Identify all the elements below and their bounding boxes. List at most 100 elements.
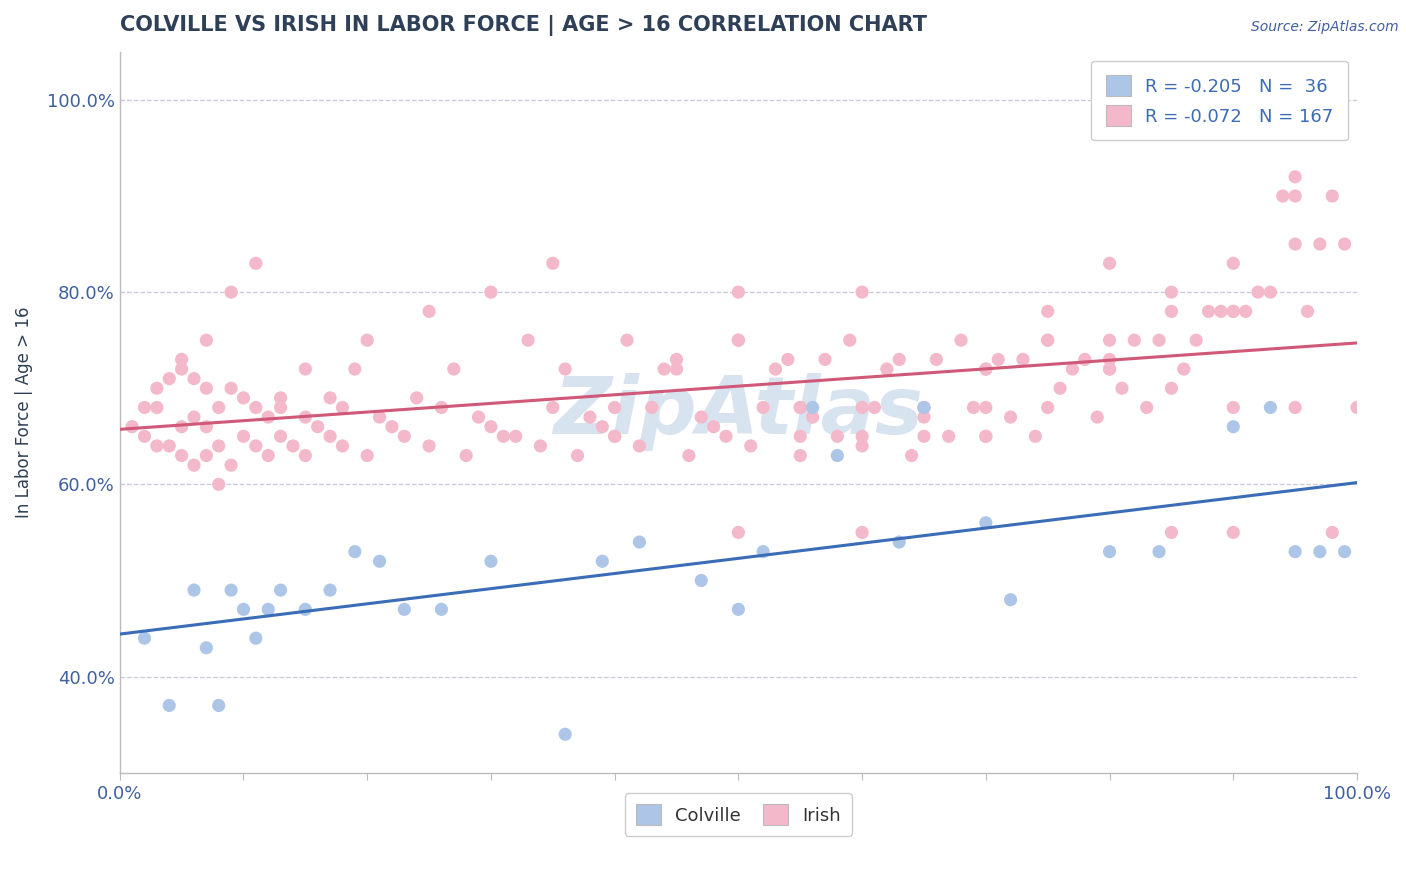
Point	[134, 429, 156, 443]
Point	[208, 401, 231, 415]
Point	[1284, 189, 1306, 203]
Point	[703, 419, 725, 434]
Point	[974, 516, 997, 530]
Point	[838, 333, 860, 347]
Point	[789, 401, 811, 415]
Point	[591, 554, 613, 568]
Point	[245, 256, 267, 270]
Point	[851, 285, 873, 300]
Point	[257, 449, 280, 463]
Point	[889, 352, 911, 367]
Text: ZipAtlas: ZipAtlas	[554, 373, 924, 451]
Point	[727, 333, 749, 347]
Point	[183, 371, 205, 385]
Point	[801, 410, 824, 425]
Point	[789, 449, 811, 463]
Point	[628, 439, 651, 453]
Point	[789, 429, 811, 443]
Point	[456, 449, 478, 463]
Point	[1098, 544, 1121, 558]
Point	[912, 401, 935, 415]
Point	[219, 381, 242, 395]
Point	[1260, 401, 1282, 415]
Point	[319, 429, 342, 443]
Point	[146, 401, 169, 415]
Point	[195, 449, 218, 463]
Point	[1284, 169, 1306, 184]
Point	[1147, 544, 1170, 558]
Point	[1260, 285, 1282, 300]
Point	[517, 333, 540, 347]
Point	[1333, 544, 1355, 558]
Point	[183, 458, 205, 472]
Point	[319, 391, 342, 405]
Point	[603, 429, 626, 443]
Point	[479, 419, 502, 434]
Point	[1198, 304, 1220, 318]
Point	[974, 429, 997, 443]
Point	[950, 333, 973, 347]
Point	[603, 401, 626, 415]
Point	[170, 449, 193, 463]
Point	[343, 362, 366, 376]
Point	[418, 439, 440, 453]
Point	[876, 362, 898, 376]
Point	[134, 631, 156, 645]
Point	[257, 410, 280, 425]
Point	[157, 698, 180, 713]
Point	[1085, 410, 1108, 425]
Point	[232, 602, 254, 616]
Point	[1012, 352, 1035, 367]
Point	[270, 429, 292, 443]
Point	[170, 352, 193, 367]
Point	[665, 352, 688, 367]
Point	[665, 362, 688, 376]
Point	[1284, 544, 1306, 558]
Point	[208, 477, 231, 491]
Point	[554, 362, 576, 376]
Point	[467, 410, 489, 425]
Point	[851, 401, 873, 415]
Point	[541, 401, 564, 415]
Point	[270, 583, 292, 598]
Point	[134, 401, 156, 415]
Point	[1160, 285, 1182, 300]
Point	[121, 419, 143, 434]
Point	[541, 256, 564, 270]
Point	[1309, 544, 1331, 558]
Point	[368, 554, 391, 568]
Point	[827, 429, 849, 443]
Point	[232, 429, 254, 443]
Point	[232, 391, 254, 405]
Point	[1322, 189, 1344, 203]
Point	[1185, 333, 1208, 347]
Point	[245, 401, 267, 415]
Point	[146, 381, 169, 395]
Legend: Colville, Irish: Colville, Irish	[624, 793, 852, 836]
Point	[257, 602, 280, 616]
Point	[579, 410, 602, 425]
Point	[727, 333, 749, 347]
Point	[827, 449, 849, 463]
Point	[974, 362, 997, 376]
Point	[157, 371, 180, 385]
Point	[591, 419, 613, 434]
Point	[765, 362, 787, 376]
Point	[889, 535, 911, 549]
Point	[652, 362, 675, 376]
Point	[1322, 525, 1344, 540]
Point	[505, 429, 527, 443]
Point	[157, 439, 180, 453]
Point	[332, 401, 354, 415]
Point	[814, 352, 837, 367]
Point	[1209, 304, 1232, 318]
Point	[628, 535, 651, 549]
Point	[1173, 362, 1195, 376]
Point	[430, 602, 453, 616]
Point	[776, 352, 799, 367]
Point	[245, 439, 267, 453]
Point	[381, 419, 404, 434]
Point	[1036, 304, 1059, 318]
Point	[195, 640, 218, 655]
Point	[1098, 362, 1121, 376]
